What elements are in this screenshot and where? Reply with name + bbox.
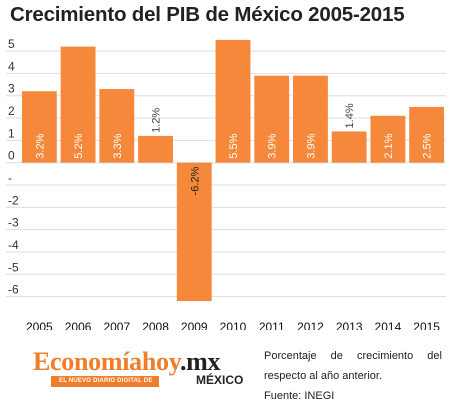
bar (331, 131, 367, 163)
bar (176, 162, 212, 302)
bar (60, 46, 96, 163)
x-tick-label: 2008 (142, 320, 169, 330)
y-tick-label: 3 (8, 82, 15, 96)
y-tick-label: 2 (8, 104, 15, 118)
data-label: 2.1% (383, 133, 395, 158)
y-tick-label: 5 (8, 37, 15, 51)
bar (138, 135, 173, 163)
note-text: Porcentaje de crecimiento del respecto a… (264, 350, 442, 382)
x-tick-label: 2015 (413, 320, 440, 330)
data-label: 2.5% (422, 133, 434, 158)
y-tick-label: -4 (8, 238, 19, 252)
x-tick-label: 2006 (65, 320, 92, 330)
y-tick-label: -2 (8, 193, 19, 207)
x-tick-label: 2009 (181, 320, 208, 330)
bar-chart: 5 4 3 2 1 0 - -2 -3 -4 -5 -6 3.2% 2005 5.2% 2006 3.3% 200… (6, 37, 446, 330)
bar (215, 39, 251, 163)
data-label: 3.3% (112, 133, 124, 158)
logo-word-economia: Economía (33, 347, 142, 376)
bar (409, 106, 445, 163)
y-tick-label: - (8, 171, 12, 185)
logo-word-hoy: hoy (141, 347, 180, 376)
chart-title: Crecimiento del PIB de México 2005-2015 (10, 3, 405, 26)
logo-wordmark: Economíahoy.mx (33, 347, 221, 377)
x-tick-label: 2013 (336, 320, 363, 330)
y-tick-label: -6 (8, 283, 19, 297)
bar (370, 115, 406, 163)
y-tick-label: -5 (8, 260, 19, 274)
bar (99, 89, 135, 163)
y-tick-label: -3 (8, 216, 19, 230)
economiahoy-logo: Economíahoy.mx EL NUEVO DIARIO DIGITAL D… (33, 347, 243, 392)
data-label: 1.2% (151, 108, 163, 133)
x-tick-label: 2011 (259, 320, 285, 330)
logo-tagline: EL NUEVO DIARIO DIGITAL DE (51, 376, 159, 387)
y-tick-label: 4 (8, 59, 15, 73)
bar (254, 75, 290, 163)
x-tick-label: 2012 (297, 320, 324, 330)
logo-word-mx: .mx (179, 347, 221, 376)
footer-note: Porcentaje de crecimiento del respecto a… (264, 346, 442, 406)
x-tick-label: 2007 (103, 320, 130, 330)
logo-country: MÉXICO (196, 373, 244, 387)
data-label: 5.5% (228, 133, 240, 158)
y-tick-label: 1 (8, 126, 15, 140)
data-label: 1.4% (344, 103, 356, 128)
x-tick-label: 2005 (26, 320, 53, 330)
x-tick-label: 2010 (220, 320, 247, 330)
x-tick-label: 2014 (375, 320, 402, 330)
source-text: Fuente: INEGI (264, 390, 335, 402)
data-label: -6.2% (189, 166, 201, 195)
bar (21, 91, 57, 163)
data-label: 3.9% (305, 133, 317, 158)
y-tick-label: 0 (8, 149, 15, 163)
data-label: 5.2% (73, 133, 85, 158)
data-label: 3.9% (267, 133, 279, 158)
bar (293, 75, 328, 163)
data-label: 3.2% (34, 133, 46, 158)
